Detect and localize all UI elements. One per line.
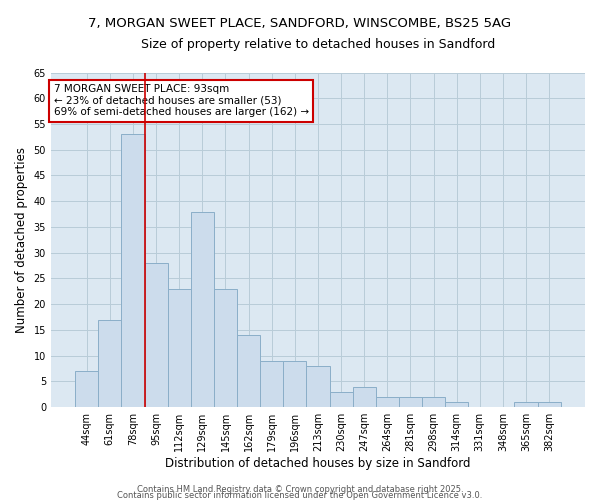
X-axis label: Distribution of detached houses by size in Sandford: Distribution of detached houses by size … xyxy=(165,457,471,470)
Bar xyxy=(121,134,145,407)
Bar xyxy=(353,386,376,407)
Bar xyxy=(538,402,561,407)
Bar xyxy=(329,392,353,407)
Text: Contains public sector information licensed under the Open Government Licence v3: Contains public sector information licen… xyxy=(118,490,482,500)
Bar xyxy=(422,397,445,407)
Y-axis label: Number of detached properties: Number of detached properties xyxy=(15,147,28,333)
Bar xyxy=(307,366,329,407)
Title: Size of property relative to detached houses in Sandford: Size of property relative to detached ho… xyxy=(141,38,495,51)
Bar xyxy=(514,402,538,407)
Bar xyxy=(214,289,237,407)
Bar xyxy=(283,361,307,407)
Bar xyxy=(445,402,468,407)
Bar xyxy=(399,397,422,407)
Bar xyxy=(260,361,283,407)
Bar xyxy=(191,212,214,407)
Bar xyxy=(145,263,167,407)
Bar xyxy=(237,335,260,407)
Bar xyxy=(98,320,121,407)
Text: 7, MORGAN SWEET PLACE, SANDFORD, WINSCOMBE, BS25 5AG: 7, MORGAN SWEET PLACE, SANDFORD, WINSCOM… xyxy=(88,18,512,30)
Text: Contains HM Land Registry data © Crown copyright and database right 2025.: Contains HM Land Registry data © Crown c… xyxy=(137,484,463,494)
Text: 7 MORGAN SWEET PLACE: 93sqm
← 23% of detached houses are smaller (53)
69% of sem: 7 MORGAN SWEET PLACE: 93sqm ← 23% of det… xyxy=(53,84,309,117)
Bar xyxy=(167,289,191,407)
Bar xyxy=(75,371,98,407)
Bar xyxy=(376,397,399,407)
